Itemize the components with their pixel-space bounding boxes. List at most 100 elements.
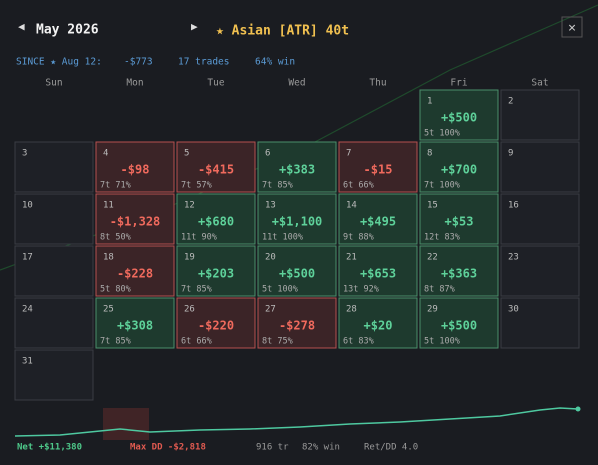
day-stats: 8t 87%: [424, 285, 455, 295]
day-number: 8: [427, 149, 432, 159]
day-number: 27: [265, 305, 276, 315]
weekday-label: Tue: [207, 78, 224, 89]
day-cell: [176, 297, 256, 349]
day-stats: 5t 100%: [424, 337, 460, 347]
day-pnl: +$203: [198, 267, 234, 281]
day-number: 26: [184, 305, 195, 315]
day-cell: [176, 193, 256, 245]
day-number: 17: [22, 253, 33, 263]
day-number: 21: [346, 253, 357, 263]
weekday-label: Thu: [369, 78, 386, 89]
day-stats: 11t 90%: [181, 233, 217, 243]
day-number: 16: [508, 201, 519, 211]
day-pnl: -$15: [364, 163, 393, 177]
day-number: 14: [346, 201, 357, 211]
win-rate: 82% win: [302, 443, 340, 453]
day-pnl: -$415: [198, 163, 234, 177]
day-cell: [257, 193, 337, 245]
day-pnl: +$495: [360, 215, 396, 229]
day-cell: [338, 193, 418, 245]
day-cell: [14, 245, 94, 297]
day-number: 4: [103, 149, 108, 159]
since-pnl: -$773: [124, 57, 153, 68]
day-number: 11: [103, 201, 114, 211]
day-cell: [419, 141, 499, 193]
day-stats: 7t 57%: [181, 181, 212, 191]
day-cell: [95, 193, 175, 245]
day-stats: 8t 50%: [100, 233, 131, 243]
day-cell: [338, 245, 418, 297]
day-cell: [176, 245, 256, 297]
equity-end: [575, 406, 581, 412]
day-number: 18: [103, 253, 114, 263]
day-number: 15: [427, 201, 438, 211]
prev-month[interactable]: ◀: [18, 20, 25, 33]
day-number: 20: [265, 253, 276, 263]
day-cell: [419, 89, 499, 141]
day-cell: [257, 245, 337, 297]
next-month[interactable]: ▶: [191, 20, 198, 33]
day-pnl: +$363: [441, 267, 477, 281]
day-pnl: +$653: [360, 267, 396, 281]
day-pnl: +$680: [198, 215, 234, 229]
close-button[interactable]: [561, 16, 583, 38]
day-cell: [500, 245, 580, 297]
day-pnl: +$500: [279, 267, 315, 281]
since-win: 64% win: [255, 57, 295, 68]
day-number: 9: [508, 149, 513, 159]
day-cell: [95, 297, 175, 349]
day-cell: [14, 193, 94, 245]
day-stats: 5t 100%: [424, 129, 460, 139]
month-title: May 2026: [36, 23, 99, 38]
day-cell: [500, 89, 580, 141]
day-number: 28: [346, 305, 357, 315]
since-trades: 17 trades: [178, 57, 229, 68]
day-number: 31: [22, 357, 33, 367]
day-stats: 13t 92%: [343, 285, 379, 295]
max-drawdown: Max DD -$2,818: [130, 443, 206, 453]
weekday-label: Sat: [531, 78, 548, 89]
day-cell: [257, 141, 337, 193]
day-pnl: +$53: [445, 215, 474, 229]
day-stats: 7t 85%: [100, 337, 131, 347]
close-icon[interactable]: ✕: [568, 21, 576, 36]
day-number: 29: [427, 305, 438, 315]
day-number: 5: [184, 149, 189, 159]
ret-dd: Ret/DD 4.0: [364, 443, 418, 453]
day-cell: [14, 141, 94, 193]
weekday-label: Mon: [126, 78, 143, 89]
day-number: 6: [265, 149, 270, 159]
day-cell: [338, 297, 418, 349]
day-cell: [95, 141, 175, 193]
day-number: 25: [103, 305, 114, 315]
day-number: 10: [22, 201, 33, 211]
weekday-label: Wed: [288, 78, 305, 89]
since-label: SINCE ★ Aug 12:: [16, 57, 102, 68]
day-cell: [95, 245, 175, 297]
day-number: 13: [265, 201, 276, 211]
day-pnl: +$20: [364, 319, 393, 333]
day-number: 23: [508, 253, 519, 263]
day-cell: [500, 193, 580, 245]
day-cell: [419, 245, 499, 297]
day-stats: 12t 83%: [424, 233, 460, 243]
day-stats: 6t 83%: [343, 337, 374, 347]
day-stats: 7t 71%: [100, 181, 131, 191]
total-trades: 916 tr: [256, 443, 289, 453]
day-pnl: -$98: [121, 163, 150, 177]
day-number: 1: [427, 97, 432, 107]
day-pnl: +$308: [117, 319, 153, 333]
day-number: 30: [508, 305, 519, 315]
day-number: 22: [427, 253, 438, 263]
day-cell: [419, 297, 499, 349]
day-stats: 11t 100%: [262, 233, 303, 243]
day-pnl: -$278: [279, 319, 315, 333]
day-cell: [338, 141, 418, 193]
day-pnl: +$383: [279, 163, 315, 177]
day-stats: 8t 75%: [262, 337, 293, 347]
day-stats: 5t 80%: [100, 285, 131, 295]
day-pnl: +$1,100: [272, 215, 323, 229]
day-number: 2: [508, 97, 513, 107]
net-total: Net +$11,380: [17, 443, 82, 453]
